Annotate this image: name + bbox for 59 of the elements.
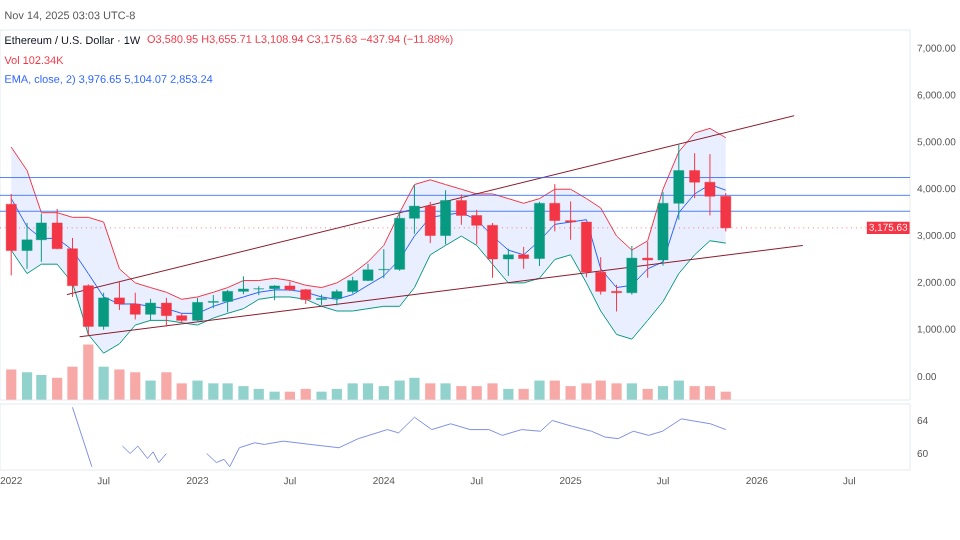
bar	[21, 372, 33, 400]
bar	[565, 386, 576, 400]
candlestick	[331, 288, 343, 306]
candlestick	[689, 152, 700, 199]
bar	[98, 366, 109, 400]
candlestick	[673, 144, 685, 221]
bar	[689, 386, 700, 400]
bar	[269, 391, 280, 400]
candlestick	[503, 248, 514, 277]
bar	[456, 386, 467, 400]
bar	[440, 383, 451, 400]
bar	[52, 377, 63, 400]
bar	[378, 386, 389, 400]
bar	[238, 386, 249, 400]
candlestick	[611, 284, 622, 312]
bar	[581, 383, 592, 400]
bar	[161, 372, 172, 400]
candlestick	[161, 297, 172, 327]
bar	[704, 386, 716, 400]
candlestick	[704, 153, 716, 216]
candlestick	[456, 193, 467, 226]
bar	[657, 386, 669, 400]
bar	[67, 366, 78, 400]
bar	[36, 375, 47, 400]
candlestick	[626, 245, 638, 296]
candlestick	[378, 248, 390, 279]
bar	[394, 380, 405, 400]
bar	[362, 383, 374, 400]
bar	[595, 380, 606, 400]
candlestick	[145, 298, 156, 322]
bar	[611, 383, 622, 400]
bar	[114, 369, 125, 400]
bar	[425, 383, 436, 400]
candlestick	[114, 281, 125, 311]
bar	[471, 386, 482, 400]
candlestick	[67, 237, 78, 298]
candlestick	[129, 292, 141, 320]
candlestick	[409, 184, 420, 235]
bar	[145, 380, 156, 400]
bar	[222, 383, 233, 400]
bar	[487, 383, 498, 400]
candlestick	[98, 292, 109, 331]
bar	[409, 377, 420, 400]
bar	[347, 383, 358, 400]
bar	[130, 372, 141, 400]
bar	[316, 391, 327, 400]
bar	[6, 369, 17, 400]
bar	[83, 344, 94, 400]
bar	[534, 380, 545, 400]
bar	[176, 383, 187, 400]
candlestick	[192, 297, 203, 322]
bar	[192, 380, 203, 400]
bar	[549, 380, 560, 400]
bar	[673, 380, 684, 400]
candlestick	[642, 241, 653, 279]
bar	[208, 383, 219, 400]
candlestick	[518, 246, 529, 270]
candlestick	[83, 283, 94, 336]
bar	[626, 383, 637, 400]
